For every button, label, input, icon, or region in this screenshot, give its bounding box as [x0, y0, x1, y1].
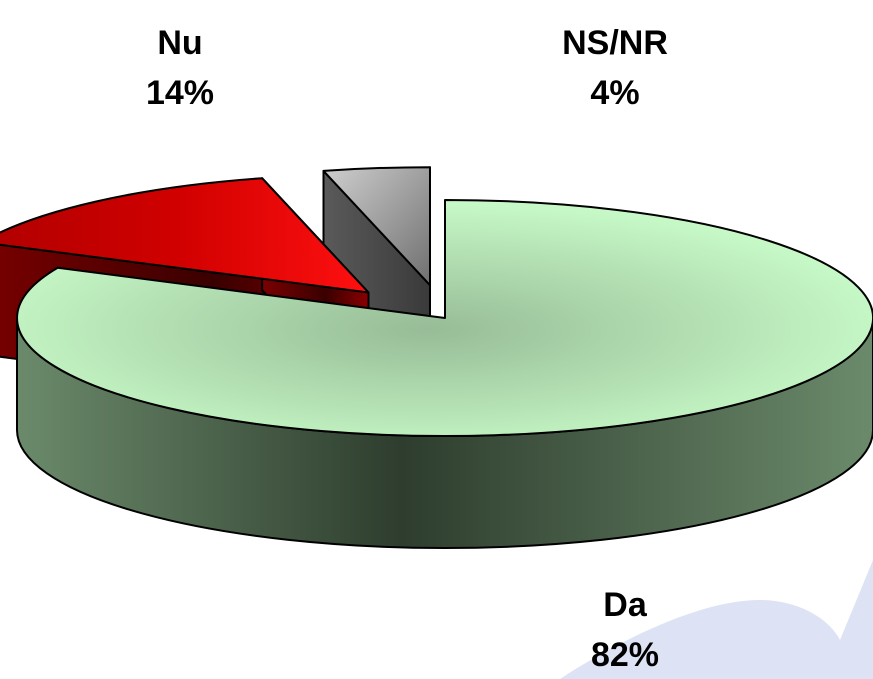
- slice-ns-nr: [322, 166, 431, 287]
- slice-da: [16, 199, 873, 437]
- slice-label-nu: Nu 14%: [130, 18, 230, 118]
- slice-percent-ns-nr: 4%: [590, 74, 640, 112]
- slice-name-da: Da: [603, 586, 647, 624]
- slice-percent-da: 82%: [590, 636, 660, 674]
- background-decoration: [560, 560, 873, 679]
- slice-label-da: Da 82%: [575, 580, 675, 679]
- slice-percent-nu: 14%: [145, 74, 215, 112]
- slice-label-ns-nr: NS/NR 4%: [545, 18, 685, 118]
- slice-name-ns-nr: NS/NR: [562, 24, 668, 62]
- slice-nu: [0, 177, 370, 294]
- slice-name-nu: Nu: [157, 24, 203, 62]
